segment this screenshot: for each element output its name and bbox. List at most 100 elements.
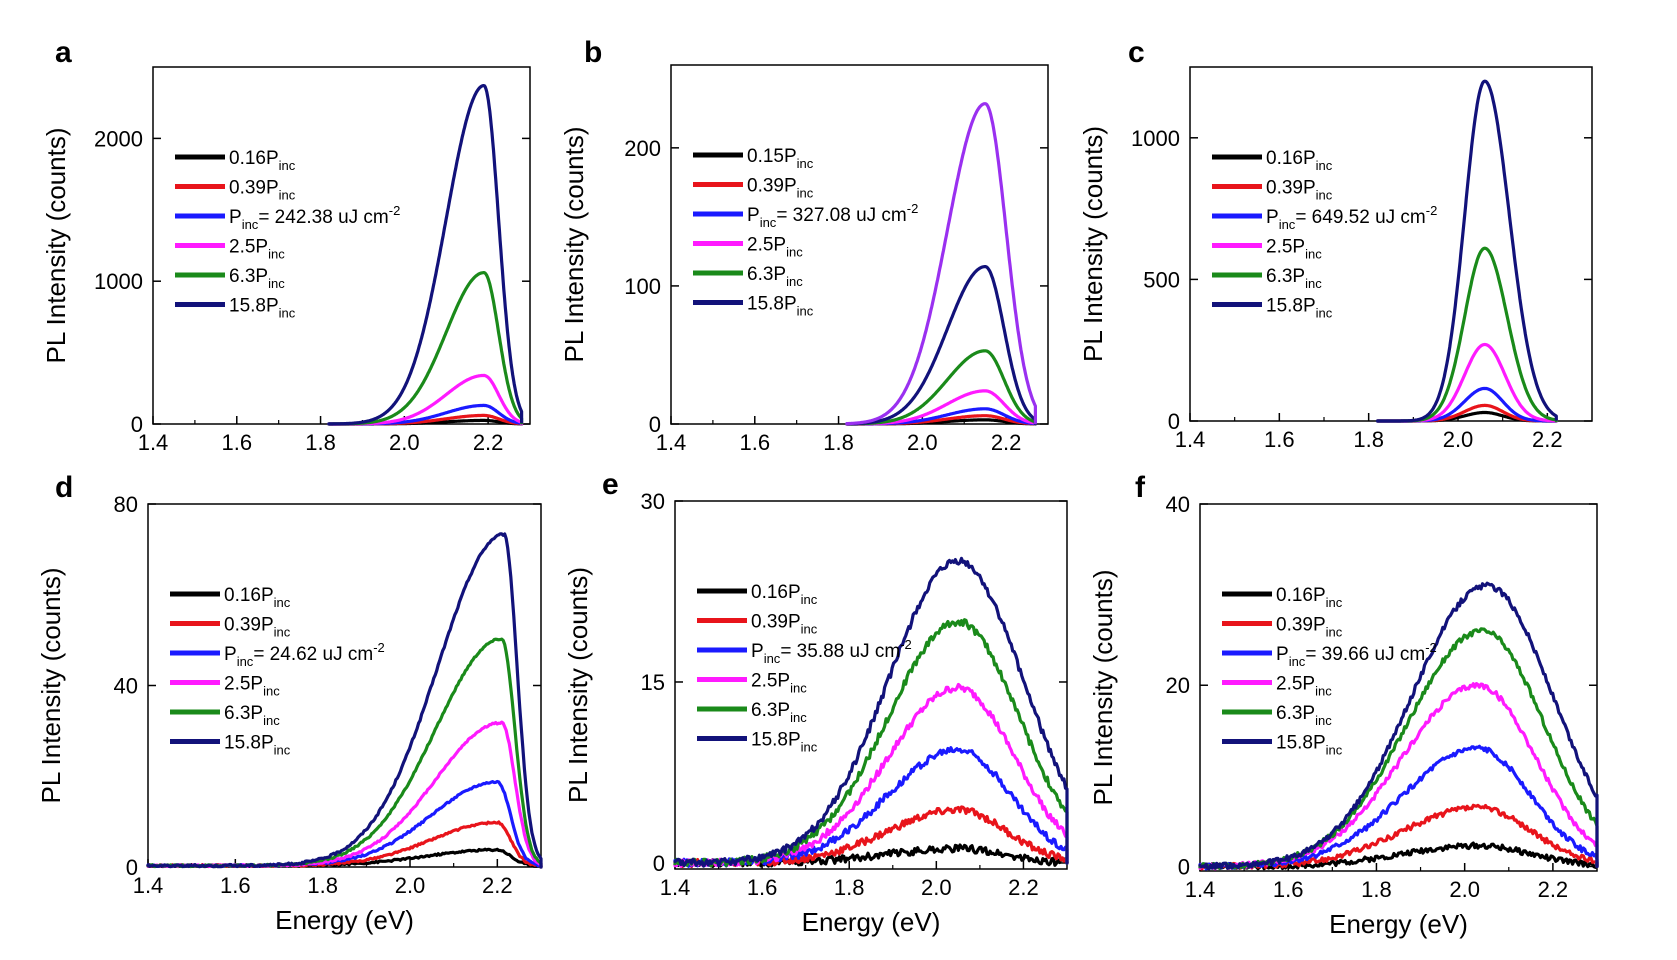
legend-label-sub: inc xyxy=(1326,625,1343,640)
panel-label: f xyxy=(1135,471,1146,504)
legend-label-main: 6.3P xyxy=(747,264,786,285)
legend-label-sub: inc xyxy=(279,158,296,173)
legend-label-sub: inc xyxy=(1315,684,1332,699)
legend-label-main: 15.8P xyxy=(229,296,279,317)
legend-pinc-exponent: -2 xyxy=(373,640,385,655)
x-tick-label: 2.0 xyxy=(921,875,952,900)
legend-label-main: 2.5P xyxy=(224,674,263,695)
legend-label-sub: inc xyxy=(786,245,803,260)
legend: 0.16Pinc 0.39P inc Pinc= 649.52 uJ cm-2 2.5P… xyxy=(1212,148,1437,321)
legend-label-main: 6.3P xyxy=(1276,703,1315,724)
legend-label-main: P xyxy=(751,641,764,662)
legend-label-sub: inc xyxy=(279,306,296,321)
legend-label-main: 15.8P xyxy=(1266,296,1316,317)
legend-label: 0.39Pinc xyxy=(224,615,291,640)
y-tick-label: 20 xyxy=(1166,673,1190,698)
legend-label-sub: inc xyxy=(760,215,777,230)
legend-label-main: P xyxy=(224,644,237,665)
x-tick-label: 2.2 xyxy=(991,430,1022,455)
legend-label: 2.5Pinc xyxy=(1276,674,1332,699)
legend-label-sub: inc xyxy=(1316,306,1333,321)
x-tick-label: 2.0 xyxy=(389,430,420,455)
series-line-15.8P_inc xyxy=(1376,79,1558,423)
legend-label-main: 0.39P xyxy=(1266,178,1316,199)
series-group xyxy=(327,84,524,426)
series-group xyxy=(1198,581,1599,871)
x-tick-label: 2.2 xyxy=(1532,427,1563,452)
y-tick-label: 1000 xyxy=(94,269,143,294)
legend-label-main: 2.5P xyxy=(747,235,786,256)
legend-label: 0.16Pinc xyxy=(229,148,296,173)
legend-label: 2.5Pinc xyxy=(229,237,285,262)
legend-label-main: 0.16P xyxy=(1276,585,1326,606)
legend-label: 2.5Pinc xyxy=(224,674,280,699)
legend-label-sub: inc xyxy=(263,684,280,699)
legend-label: 2.5Pinc xyxy=(747,235,803,260)
panel-label: e xyxy=(602,468,619,501)
legend-label-main: 15.8P xyxy=(751,730,801,751)
legend-label-main: P xyxy=(229,207,242,228)
legend-label: 6.3Pinc xyxy=(751,700,807,725)
legend-label: 0.39Pinc xyxy=(747,176,814,201)
y-tick-label: 2000 xyxy=(94,126,143,151)
legend-label-main: 0.39P xyxy=(224,615,274,636)
legend-label-main: 2.5P xyxy=(1276,674,1315,695)
legend-label-main: P xyxy=(1276,644,1289,665)
legend-label-sub: inc xyxy=(268,247,285,262)
legend-label-main: P xyxy=(747,205,760,226)
series-group xyxy=(845,102,1037,426)
y-axis-label: PL Intensity (counts) xyxy=(1078,126,1108,362)
legend-label: 0.39Pinc xyxy=(1276,615,1343,640)
plot-frame xyxy=(674,500,1068,870)
legend-label-main: 15.8P xyxy=(224,733,274,754)
legend-label: 0.39Pinc xyxy=(751,612,818,637)
legend-label: 0.16Pinc xyxy=(1266,148,1333,173)
legend-label: Pinc= 35.88 uJ cm-2 xyxy=(751,637,912,666)
y-tick-label: 0 xyxy=(126,855,138,880)
x-tick-label: 1.4 xyxy=(1185,877,1216,902)
plot-frame xyxy=(147,503,542,868)
legend-pinc-value: = 35.88 uJ cm xyxy=(780,641,900,662)
legend-label-sub: inc xyxy=(797,156,814,171)
legend-label: 2.5Pinc xyxy=(1266,237,1322,262)
legend-label-main: 2.5P xyxy=(229,237,268,258)
legend-label: 6.3Pinc xyxy=(1266,266,1322,291)
legend-label: 0.39Pinc xyxy=(229,178,296,203)
panel-label: b xyxy=(584,36,602,69)
legend-label: Pinc= 649.52 uJ cm-2 xyxy=(1266,203,1437,232)
legend-label-sub: inc xyxy=(274,595,291,610)
series-line-6.3P_inc xyxy=(146,637,543,869)
legend-label: 0.16Pinc xyxy=(1276,585,1343,610)
legend-label: 15.8Pinc xyxy=(229,296,296,321)
y-tick-label: 40 xyxy=(1166,492,1190,517)
legend-label-sub: inc xyxy=(1326,743,1343,758)
legend-label-main: 0.39P xyxy=(1276,615,1326,636)
legend-label: Pinc= 242.38 uJ cm-2 xyxy=(229,203,400,232)
y-tick-label: 0 xyxy=(1168,409,1180,434)
legend-label-main: 0.39P xyxy=(751,612,801,633)
y-axis-label: PL Intensity (counts) xyxy=(41,127,71,363)
x-tick-label: 2.2 xyxy=(1538,877,1569,902)
series-line-15.8P_inc xyxy=(673,556,1069,868)
legend-label: 0.16Pinc xyxy=(751,582,818,607)
x-tick-label: 1.8 xyxy=(823,430,854,455)
legend-label-sub: inc xyxy=(1315,713,1332,728)
x-tick-label: 2.2 xyxy=(482,873,513,898)
y-tick-label: 40 xyxy=(114,674,138,699)
legend-label: 6.3Pinc xyxy=(229,266,285,291)
x-tick-label: 1.8 xyxy=(1361,877,1392,902)
series-group xyxy=(673,556,1069,869)
x-tick-label: 1.6 xyxy=(747,875,778,900)
y-tick-label: 0 xyxy=(653,851,665,876)
x-tick-label: 1.4 xyxy=(133,873,164,898)
x-tick-label: 1.4 xyxy=(656,430,687,455)
series-line-0.39P_inc xyxy=(1198,803,1599,871)
y-tick-label: 500 xyxy=(1143,267,1180,292)
panel-e: e 1.4 1.6 1.8 2.0 2.2 0 15 30 PL Intensity (count… xyxy=(563,468,1069,937)
legend-label-sub: inc xyxy=(797,186,814,201)
legend-pinc-exponent: -2 xyxy=(389,203,401,218)
series-line-15.8P_inc xyxy=(845,265,1037,426)
